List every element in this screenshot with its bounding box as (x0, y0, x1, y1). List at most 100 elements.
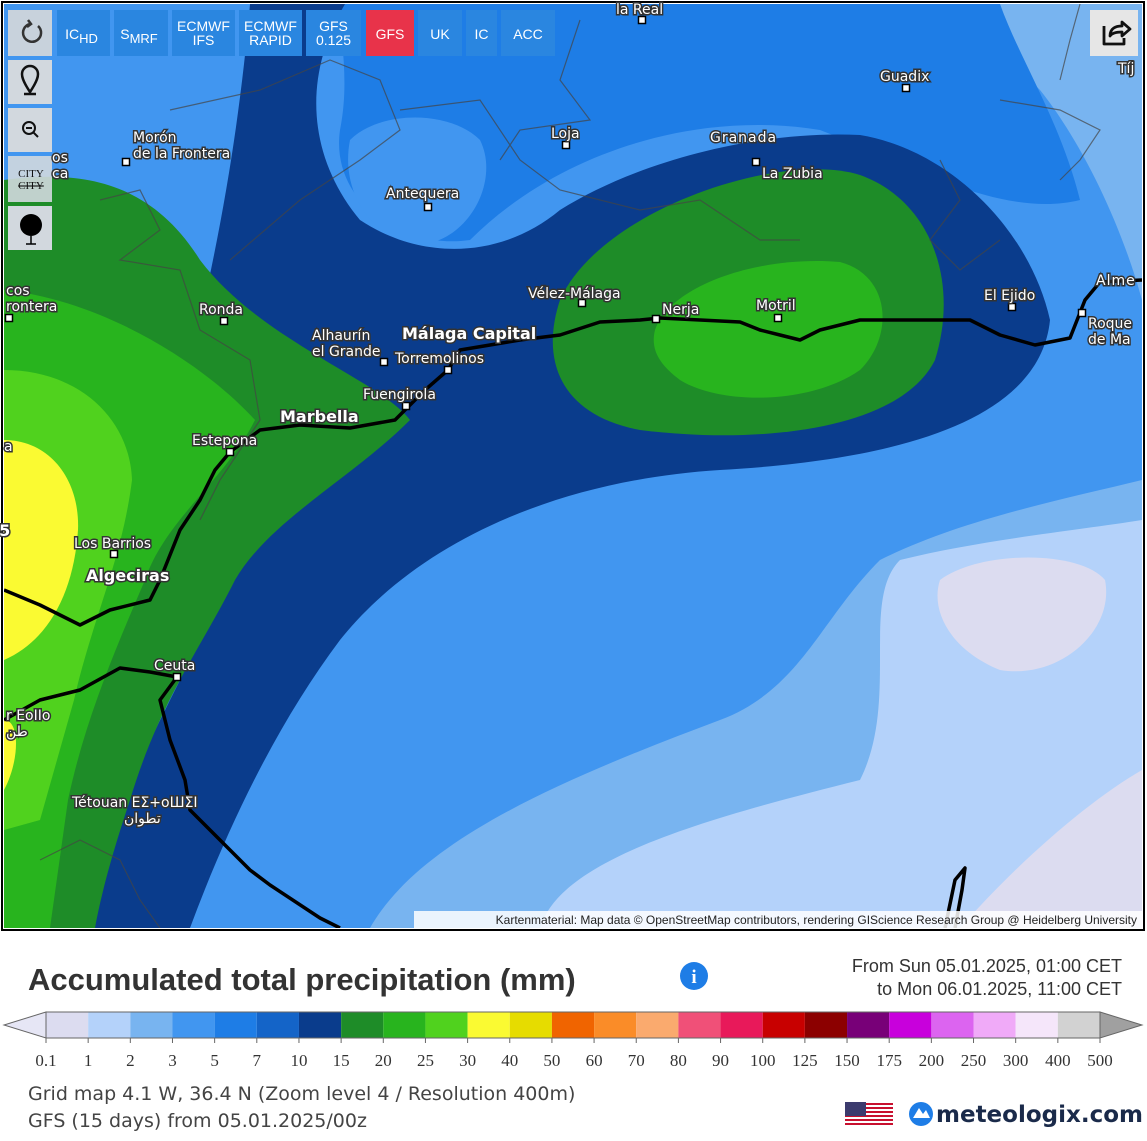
title: Accumulated total precipitation (mm) (28, 962, 576, 997)
place-dot (901, 83, 911, 93)
city-toggle[interactable] (8, 156, 52, 202)
model-button-label: IFS (193, 32, 215, 48)
place-label: Alme (1096, 273, 1136, 289)
place-label: تطوان (124, 811, 161, 827)
legend-label: 200 (919, 1051, 945, 1070)
place-label: Guadix (880, 69, 929, 85)
model-button-label: GFS (319, 18, 348, 34)
legend-label: 50 (543, 1051, 560, 1070)
model-button[interactable] (418, 10, 462, 56)
grid-info: Grid map 4.1 W, 36.4 N (Zoom level 4 / R… (28, 1083, 575, 1105)
legend-label: 5 (210, 1051, 219, 1070)
place-dot (121, 157, 131, 167)
legend-label: 10 (290, 1051, 307, 1070)
place-label: El Ejido (984, 288, 1035, 304)
zoom-icon (22, 121, 36, 135)
place-label: el Grande (312, 344, 381, 360)
model-button[interactable] (239, 10, 302, 56)
info-icon-glyph: i (691, 967, 696, 988)
attribution: Kartenmaterial: Map data © OpenStreetMap… (496, 913, 1137, 927)
place-label: Motril (756, 298, 796, 314)
model-button-label: ECMWF (244, 18, 297, 34)
flag-stripes (845, 1103, 893, 1125)
legend-swatch (256, 1012, 299, 1038)
legend: 0.1 1 2 3 5 7 10 15 20 25 30 40 50 60 70 80 90 100 125 150 1… (2, 1011, 1144, 1070)
place-label: a (4, 439, 13, 455)
legend-swatch (762, 1012, 805, 1038)
legend-swatch (720, 1012, 763, 1038)
place-label: os (52, 150, 68, 166)
place-dot (561, 140, 571, 150)
legend-label: 2 (126, 1051, 135, 1070)
place-dot (109, 549, 119, 559)
model-button-label: UK (430, 26, 450, 42)
model-button-label: GFS (376, 26, 405, 42)
place-label: cos (6, 283, 30, 299)
model-button[interactable] (172, 10, 235, 56)
place-dot (401, 401, 411, 411)
model-button[interactable] (366, 10, 414, 56)
model-button-label: RAPID (249, 32, 292, 48)
place-label: Alhaurín (312, 328, 370, 344)
rain-area (960, 770, 1142, 928)
map-frame (1, 1, 1145, 931)
place-dot (651, 314, 661, 324)
brand[interactable]: meteologix.com (936, 1102, 1143, 1128)
model-button[interactable] (57, 10, 110, 56)
legend-above (1099, 1011, 1144, 1039)
place-label: طن (6, 724, 28, 740)
borders (39, 4, 1101, 928)
map[interactable]: Kartenmaterial: Map data © OpenStreetMap… (4, 4, 1142, 928)
location-button[interactable] (8, 60, 52, 104)
place-label: 35 (0, 521, 10, 540)
place-label: Los Barrios (74, 536, 151, 552)
place-dot (172, 672, 182, 682)
legend-label: 500 (1087, 1051, 1113, 1070)
coastline (4, 278, 1142, 928)
flag[interactable] (845, 1102, 893, 1128)
legend-swatch (130, 1012, 173, 1038)
legend-swatch (594, 1012, 637, 1038)
rain-area (4, 440, 79, 660)
legend-below (2, 1011, 47, 1039)
city-toggle-label: CITY (18, 168, 44, 180)
rain-area (4, 720, 16, 790)
rain-area (653, 260, 883, 398)
place-dot (4, 313, 14, 323)
legend-swatch (172, 1012, 215, 1038)
model-button-label: 0.125 (316, 32, 351, 48)
place-dot (225, 447, 235, 457)
model-button[interactable] (466, 10, 497, 56)
refresh-button[interactable] (8, 10, 52, 56)
legend-swatch (298, 1012, 342, 1038)
place-label: de la Frontera (133, 146, 230, 162)
place-label: Antequera (386, 186, 459, 202)
place-label: rontera (6, 299, 57, 315)
marker-icon (20, 214, 42, 236)
legend-label: 400 (1045, 1051, 1071, 1070)
legend-swatch (341, 1012, 384, 1038)
model-button-label: ICHD (65, 26, 98, 46)
place-dot (773, 313, 783, 323)
model-button[interactable] (114, 10, 168, 56)
zoom-button[interactable] (8, 108, 52, 152)
info-icon[interactable] (680, 962, 708, 990)
legend-swatch (383, 1012, 426, 1038)
legend-label: 300 (1003, 1051, 1029, 1070)
legend-label: 100 (750, 1051, 776, 1070)
date-from: From Sun 05.01.2025, 01:00 CET (852, 956, 1122, 976)
legend-swatch (931, 1012, 974, 1038)
legend-label: 125 (792, 1051, 818, 1070)
rain-area (348, 117, 487, 245)
model-button[interactable] (501, 10, 555, 56)
model-button[interactable] (306, 10, 361, 56)
place-label: Granada (710, 130, 777, 146)
rain-area (960, 4, 1142, 300)
legend-label: 7 (253, 1051, 262, 1070)
model-button-label: IC (475, 26, 489, 42)
place-dot (577, 298, 587, 308)
place-label: de Ma (1088, 332, 1131, 348)
toolbar: CITY CITY ICHD SMRFECMWFIFSECMWFRAPIDGFS0… (8, 10, 1138, 250)
